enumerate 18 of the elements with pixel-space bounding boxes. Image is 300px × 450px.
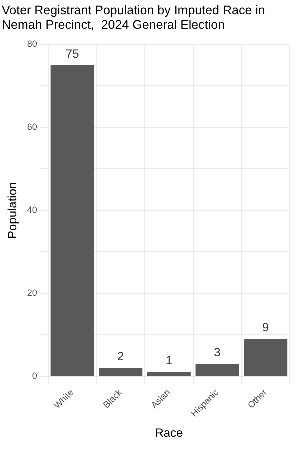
bar bbox=[196, 364, 240, 376]
data-label: 3 bbox=[214, 345, 222, 360]
data-label: 75 bbox=[66, 46, 80, 61]
y-tick-label: 0 bbox=[32, 371, 38, 382]
chart-title: Voter Registrant Population by Imputed Race in Nemah Precinct, 2024 General Election bbox=[2, 4, 266, 32]
bar bbox=[244, 339, 288, 376]
data-label: 9 bbox=[262, 320, 270, 335]
bar bbox=[99, 368, 143, 376]
data-label: 2 bbox=[118, 350, 125, 364]
x-axis-title: Race bbox=[155, 426, 184, 440]
y-tick-label: 60 bbox=[27, 122, 38, 132]
y-tick-label: 40 bbox=[27, 205, 38, 216]
y-axis-title: Population bbox=[6, 182, 20, 240]
y-tick-label: 80 bbox=[27, 39, 38, 50]
bar bbox=[50, 65, 94, 376]
data-label: 1 bbox=[166, 354, 173, 368]
bar bbox=[147, 372, 191, 376]
y-tick-label: 20 bbox=[27, 288, 38, 298]
